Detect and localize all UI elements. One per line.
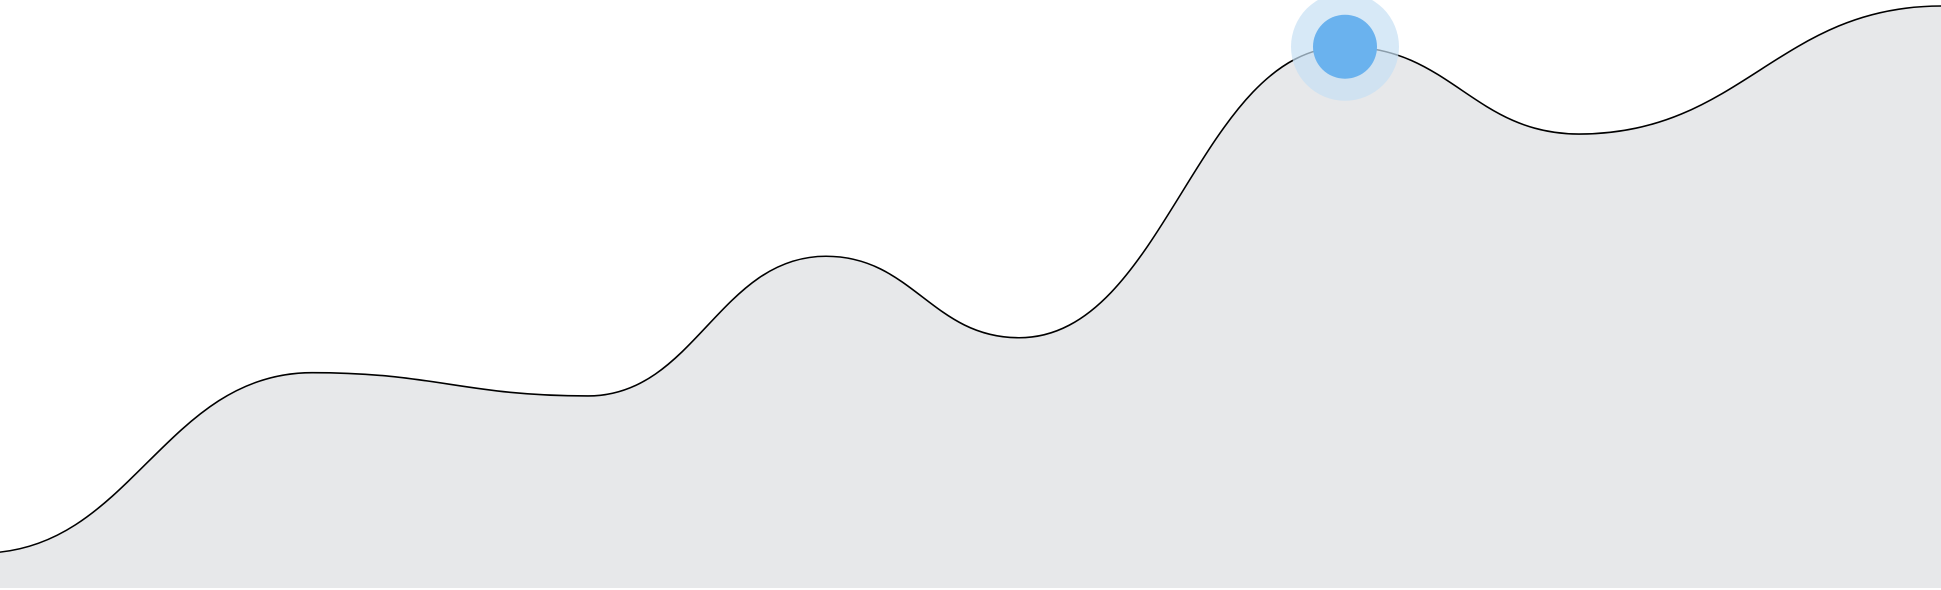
highlight-marker[interactable] — [1291, 0, 1399, 101]
highlight-point[interactable] — [1313, 14, 1377, 79]
series-line — [0, 5, 1941, 553]
area-fill — [0, 6, 1941, 588]
